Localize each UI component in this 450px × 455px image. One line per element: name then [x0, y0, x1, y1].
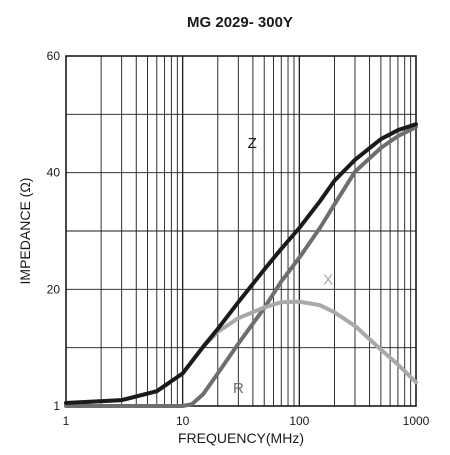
plot-frame: [65, 55, 417, 407]
x-tick-label: 1000: [403, 414, 430, 428]
series-label-x: X: [323, 271, 333, 288]
x-tick-label: 100: [289, 414, 309, 428]
series-line-r: [64, 125, 418, 408]
y-axis-label: IMPEDANCE (Ω): [17, 178, 33, 285]
x-axis-label: FREQUENCY(MHz): [178, 430, 304, 446]
series-labels: R X Z: [233, 135, 333, 397]
y-tick-label: 1: [53, 399, 60, 413]
series-label-r: R: [233, 380, 244, 397]
grid: [66, 56, 416, 406]
x-tick-label: 1: [63, 414, 70, 428]
y-tick-label: 40: [47, 166, 61, 180]
series-label-z: Z: [248, 135, 257, 152]
x-tick-labels: 1 10 100 1000: [63, 414, 430, 428]
y-tick-labels: 1 20 40 60: [47, 49, 61, 413]
y-tick-label: 60: [47, 49, 61, 63]
series-line-z: [64, 122, 418, 405]
series-lines: [64, 122, 418, 408]
chart-title: MG 2029- 300Y: [187, 14, 293, 31]
x-tick-label: 10: [176, 414, 190, 428]
y-tick-label: 20: [47, 282, 61, 296]
